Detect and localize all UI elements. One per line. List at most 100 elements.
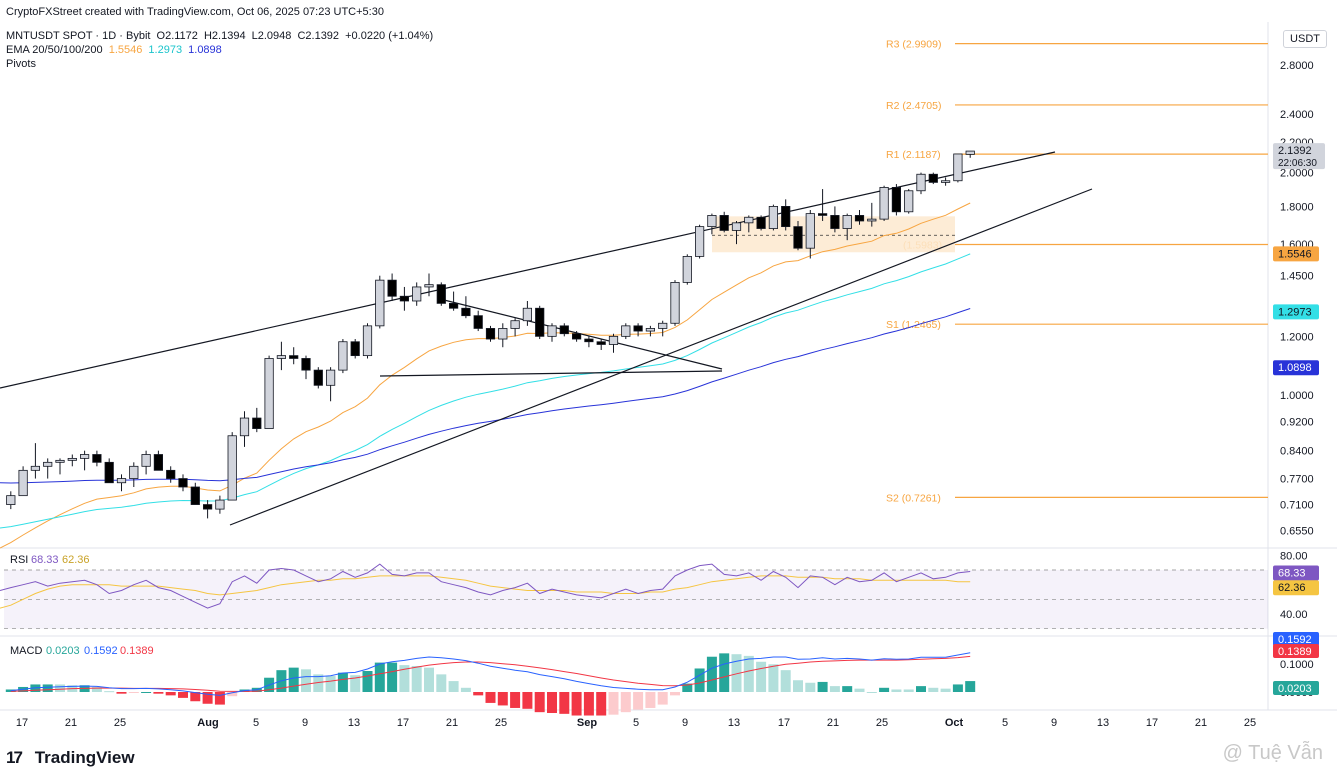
- price-tick-label: 0.7100: [1280, 500, 1314, 512]
- macd-histogram-bar: [805, 682, 816, 692]
- candle-body: [448, 302, 459, 309]
- macd-title: MACD: [10, 645, 42, 657]
- time-tick-label: Oct: [945, 717, 964, 729]
- ohlc-change: +0.0220 (+1.04%): [345, 30, 434, 42]
- time-tick-label: 21: [827, 717, 839, 729]
- macd-hist-legend: 0.0203: [46, 645, 80, 657]
- candle-body: [129, 465, 139, 479]
- time-tick-label: Aug: [197, 717, 218, 729]
- candle-body: [818, 213, 828, 216]
- candle-body: [658, 322, 668, 329]
- macd-histogram-bar: [153, 692, 164, 694]
- price-tick-label: 1.8000: [1280, 201, 1314, 213]
- candle-body: [904, 190, 914, 213]
- candle-body: [116, 478, 127, 484]
- candle-body: [731, 222, 742, 231]
- price-tick-label: 0.8400: [1280, 446, 1314, 458]
- candle-body: [289, 355, 299, 359]
- time-tick-label: 9: [302, 717, 308, 729]
- rising-wedge-lower: [229, 188, 1093, 526]
- macd-tick-label: 0.1000: [1280, 659, 1314, 671]
- candle-body: [350, 341, 360, 357]
- macd-histogram-bar: [928, 687, 939, 692]
- candle-body: [141, 454, 151, 467]
- signal-badge-label: 0.1389: [1278, 646, 1312, 658]
- price-tick-label: 0.9200: [1280, 417, 1314, 429]
- candle-body: [854, 215, 865, 222]
- candle-body: [338, 341, 348, 371]
- candle-body: [67, 457, 77, 461]
- candle-body: [104, 461, 114, 484]
- macd-histogram-bar: [325, 676, 336, 692]
- time-tick-label: 5: [253, 717, 259, 729]
- candle-body: [498, 328, 508, 340]
- time-tick-label: 21: [65, 717, 77, 729]
- time-tick-label: 9: [1051, 717, 1057, 729]
- macd-histogram-bar: [571, 692, 582, 716]
- time-tick-label: 5: [1002, 717, 1008, 729]
- candle-body: [584, 338, 594, 343]
- candle-body: [436, 284, 446, 304]
- candle-body: [178, 478, 188, 488]
- macd-histogram-bar: [91, 686, 102, 692]
- ema100-line: [0, 308, 971, 484]
- time-tick-label: 17: [397, 717, 409, 729]
- candle-body: [547, 325, 557, 337]
- macd-histogram-bar: [756, 661, 767, 692]
- candle-body: [633, 325, 643, 332]
- rsi-title: RSI: [10, 554, 28, 566]
- macd-hist-badge: [1273, 681, 1319, 695]
- price-tick-label: 1.0000: [1280, 390, 1314, 402]
- macd-badge-label: 0.1592: [1278, 634, 1312, 646]
- macd-histogram-bar: [288, 667, 299, 692]
- candle-body: [707, 215, 717, 228]
- pivots-legend[interactable]: Pivots: [6, 58, 36, 70]
- candle-body: [719, 215, 729, 231]
- candle-body: [535, 307, 545, 337]
- macd-histogram-bar: [952, 684, 963, 692]
- ema20-badge-label: 1.5546: [1278, 248, 1312, 260]
- candle-body: [166, 469, 176, 479]
- macd-histogram-bar: [706, 656, 717, 692]
- ema100-badge: [1273, 360, 1319, 376]
- symbol-title[interactable]: MNTUSDT SPOT · 1D · Bybit: [6, 30, 151, 42]
- macd-histogram-bar: [128, 692, 139, 693]
- macd-histogram-bar: [190, 692, 201, 702]
- ema-label: EMA 20/50/100/200: [6, 44, 103, 56]
- candle-body: [252, 417, 262, 429]
- time-tick-label: 17: [1146, 717, 1158, 729]
- macd-histogram-bar: [165, 692, 176, 696]
- pivot-label-R1: R1 (2.1187): [886, 149, 941, 161]
- macd-histogram-bar: [743, 655, 754, 692]
- macd-histogram-bar: [485, 692, 496, 703]
- macd-histogram-bar: [645, 692, 656, 708]
- macd-histogram-bar: [313, 674, 324, 692]
- macd-histogram-bar: [460, 687, 471, 692]
- watermark: @ Tuệ Vẫn: [1222, 742, 1323, 764]
- pivot-label-R2: R2 (2.4705): [886, 100, 941, 112]
- macd-histogram-bar: [436, 674, 447, 692]
- countdown-label: 22:06:30: [1278, 158, 1317, 169]
- price-tick-label: 0.7700: [1280, 474, 1314, 486]
- candle-body: [325, 369, 336, 386]
- macd-histogram-bar: [719, 653, 730, 692]
- currency-button[interactable]: USDT: [1283, 30, 1327, 48]
- ema50-badge: [1273, 304, 1319, 320]
- ema50-value: 1.2973: [148, 44, 183, 56]
- candle-body: [18, 469, 28, 497]
- macd-histogram-bar: [620, 692, 631, 713]
- candle-body: [227, 435, 237, 501]
- ema-legend[interactable]: EMA 20/50/100/200 1.5546 1.2973 1.0898: [6, 44, 225, 56]
- rsi-ma-badge: [1273, 580, 1319, 596]
- candle-body: [473, 315, 483, 329]
- time-tick-label: Sep: [577, 717, 597, 729]
- triangle-lower: [379, 370, 723, 377]
- macd-badge: [1273, 632, 1319, 646]
- candle-body: [781, 206, 791, 228]
- macd-histogram-bar: [141, 692, 152, 693]
- macd-histogram-bar: [473, 692, 484, 696]
- rsi-ma-legend-value: 62.36: [62, 554, 90, 566]
- ohlc-close: C2.1392: [297, 30, 340, 42]
- candle-body: [867, 218, 877, 222]
